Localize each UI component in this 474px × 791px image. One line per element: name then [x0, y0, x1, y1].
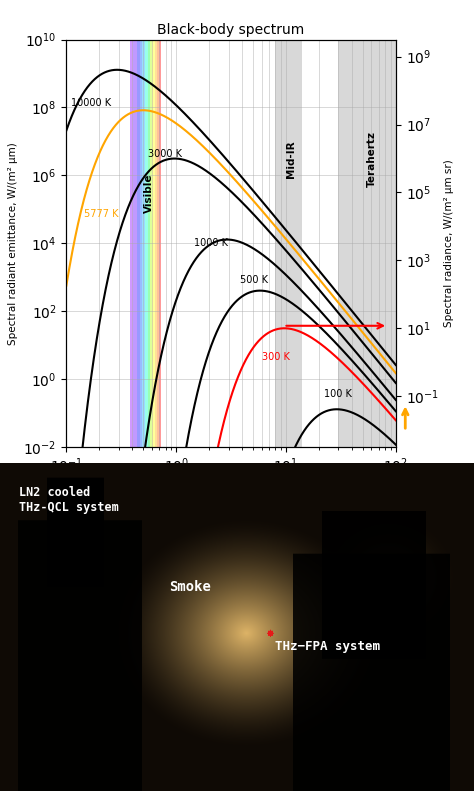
Bar [137, 40, 140, 447]
Text: LN2 cooled
THz-QCL system: LN2 cooled THz-QCL system [19, 486, 118, 513]
X-axis label: Wavelength, μm: Wavelength, μm [180, 481, 282, 494]
Bar [275, 40, 302, 447]
Text: 10000 K: 10000 K [71, 98, 111, 108]
Text: 3000 K: 3000 K [148, 149, 182, 159]
Text: 5777 K: 5777 K [84, 210, 118, 219]
Text: Mid-IR: Mid-IR [285, 140, 295, 178]
Bar [156, 40, 159, 447]
Bar [145, 40, 148, 447]
Bar [150, 40, 152, 447]
Bar [148, 40, 150, 447]
Title: Black-body spectrum: Black-body spectrum [157, 23, 305, 37]
Bar [155, 40, 156, 447]
Bar [159, 40, 161, 447]
Y-axis label: Spectral radiance, W/(m² μm sr): Spectral radiance, W/(m² μm sr) [444, 159, 454, 327]
Text: THz−FPA system: THz−FPA system [275, 640, 380, 653]
Text: 1000 K: 1000 K [194, 238, 228, 248]
Text: 100 K: 100 K [324, 388, 351, 399]
Text: Visible: Visible [144, 173, 154, 213]
Bar [143, 40, 145, 447]
Text: Terahertz: Terahertz [366, 131, 376, 187]
Bar [140, 40, 143, 447]
Bar [130, 40, 134, 447]
Text: 300 K: 300 K [262, 352, 290, 361]
Text: 500 K: 500 K [240, 274, 268, 285]
Y-axis label: Spectral radiant emittance, W/(m² μm): Spectral radiant emittance, W/(m² μm) [8, 142, 18, 345]
Text: Smoke: Smoke [169, 581, 210, 595]
Bar [338, 40, 396, 447]
Bar [152, 40, 155, 447]
Bar [134, 40, 137, 447]
